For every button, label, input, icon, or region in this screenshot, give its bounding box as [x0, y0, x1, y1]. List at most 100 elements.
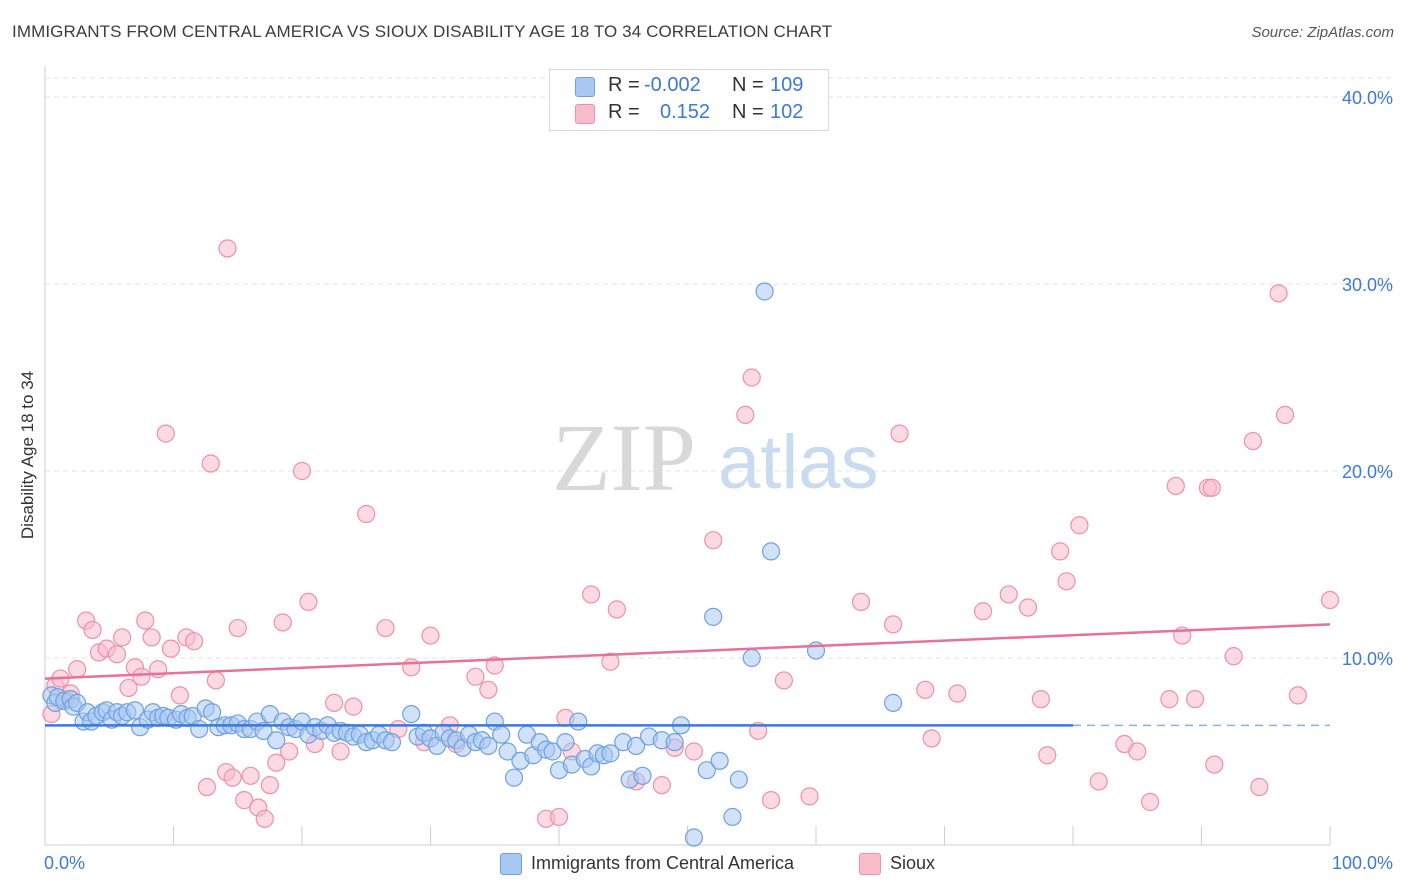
central-america-point	[697, 761, 716, 780]
central-america-point	[626, 736, 646, 755]
sioux-point	[800, 787, 819, 806]
legend-swatch-blue	[575, 77, 595, 97]
legend-row-central-america: R = -0.002 N = 109	[550, 73, 828, 100]
legend-r-label: R =	[608, 101, 640, 123]
sioux-point	[479, 680, 498, 699]
sioux-point	[344, 697, 363, 716]
y-tick-label: 40.0%	[1342, 88, 1393, 108]
sioux-point	[1205, 755, 1224, 774]
legend-r-value: -0.002	[644, 74, 701, 96]
central-america-point	[479, 736, 498, 755]
sioux-point	[582, 585, 601, 604]
central-america-point	[761, 542, 781, 561]
sioux-point	[549, 807, 569, 827]
sioux-point	[1269, 284, 1288, 303]
sioux-point	[299, 592, 318, 612]
sioux-point	[1128, 742, 1147, 761]
sioux-point	[485, 656, 504, 675]
central-america-point	[710, 751, 729, 770]
sioux-point	[684, 742, 704, 761]
sioux-point	[1038, 746, 1057, 765]
sioux-point	[466, 667, 485, 686]
sioux-point	[1051, 542, 1070, 561]
sioux-point	[241, 766, 260, 785]
correlation-legend: R = -0.002 N = 109 R = 0.152 N = 102	[549, 69, 829, 131]
sioux-point	[652, 776, 671, 795]
legend-n-label: N =	[732, 101, 764, 123]
sioux-point	[922, 729, 941, 748]
sioux-point	[267, 753, 286, 772]
central-america-point	[704, 607, 723, 626]
sioux-point	[1070, 516, 1089, 535]
sioux-point	[1288, 686, 1307, 705]
sioux-point	[357, 504, 376, 524]
x-tick-label: 0.0%	[44, 853, 85, 873]
sioux-point	[255, 809, 274, 828]
sioux-point	[742, 368, 761, 387]
sioux-point	[132, 667, 151, 686]
central-america-point	[543, 742, 562, 761]
sioux-point	[1275, 405, 1295, 424]
central-america-point	[504, 768, 524, 787]
sioux-points	[42, 239, 1340, 828]
tick-labels: 10.0% 20.0% 30.0% 40.0% 0.0% 100.0%	[44, 88, 1393, 873]
sioux-point	[1018, 598, 1038, 617]
y-tick-label: 10.0%	[1342, 649, 1393, 669]
central-america-point	[883, 693, 903, 712]
sioux-point	[402, 658, 421, 677]
sioux-point	[601, 652, 620, 671]
legend-swatch-blue	[500, 853, 522, 875]
y-tick-label: 20.0%	[1342, 462, 1393, 482]
sioux-point	[206, 671, 226, 690]
central-america-point	[125, 701, 145, 720]
sioux-point	[421, 626, 440, 645]
central-america-point	[569, 712, 588, 731]
sioux-point	[1140, 792, 1160, 812]
central-america-points	[42, 282, 903, 847]
sioux-trend-line	[44, 623, 1331, 680]
sioux-point	[736, 405, 755, 424]
sioux-point	[948, 684, 967, 703]
legend-swatch-pink	[859, 853, 881, 875]
central-america-point	[254, 721, 273, 741]
legend-r-value: 0.152	[660, 101, 711, 123]
legend-n-value: 102	[770, 101, 804, 123]
sioux-point	[112, 628, 132, 647]
sioux-point	[218, 239, 237, 258]
central-america-point	[402, 704, 421, 724]
sioux-point	[142, 628, 161, 647]
sioux-point	[1202, 478, 1221, 497]
chart-title: IMMIGRANTS FROM CENTRAL AMERICA VS SIOUX…	[12, 22, 833, 41]
sioux-point	[1057, 572, 1076, 591]
watermark-zip: ZIP	[552, 404, 696, 511]
central-america-point	[556, 733, 575, 752]
trend-lines	[44, 623, 1331, 727]
legend-swatch-pink	[575, 104, 595, 124]
sioux-point	[749, 721, 768, 741]
x-tick-label: 100.0%	[1332, 853, 1393, 873]
sioux-point	[325, 693, 344, 712]
sioux-point	[761, 791, 781, 810]
sioux-point	[280, 742, 299, 761]
sioux-point	[170, 686, 190, 705]
sioux-point	[119, 678, 138, 698]
sioux-point	[273, 613, 292, 632]
sioux-point	[292, 461, 312, 481]
legend-r-label: R =	[608, 74, 640, 96]
sioux-point	[704, 531, 723, 550]
sioux-point	[851, 592, 871, 612]
sioux-point	[260, 776, 279, 795]
source-label: Source: ZipAtlas.com	[1251, 24, 1394, 41]
central-america-point	[723, 807, 742, 827]
central-america-point	[729, 770, 749, 789]
legend-row-sioux: R = 0.152 N = 102	[550, 100, 828, 127]
central-america-point	[742, 648, 761, 668]
watermark: ZIP atlas	[552, 404, 879, 511]
central-america-point	[755, 282, 774, 301]
sioux-point	[890, 424, 909, 443]
sioux-point	[107, 645, 127, 664]
central-america-point	[665, 733, 684, 752]
y-tick-label: 30.0%	[1342, 275, 1393, 295]
central-america-point	[684, 828, 704, 847]
sioux-point	[83, 620, 102, 640]
